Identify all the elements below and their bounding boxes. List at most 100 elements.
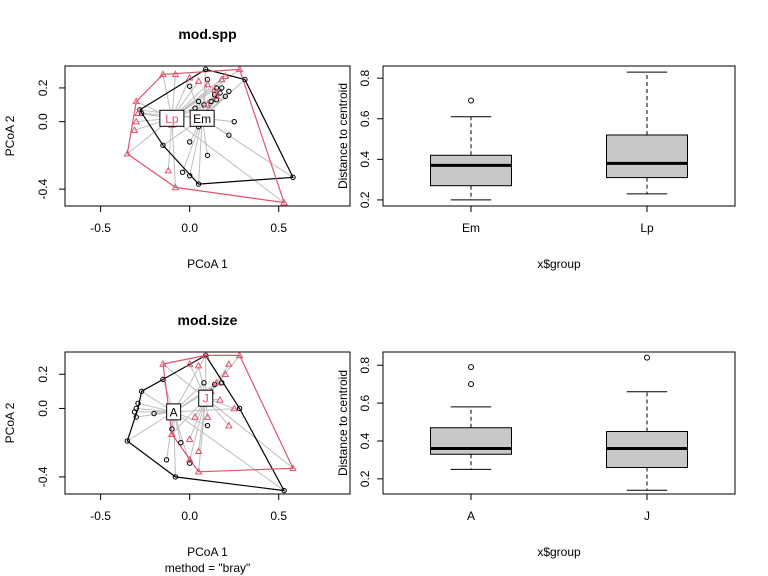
point-j [185,435,194,443]
point-em [186,172,193,179]
point-lp [235,65,244,73]
point-a [219,380,225,386]
point-j [221,370,230,377]
chart-subtitle: method = "bray" [165,561,251,575]
box-a [430,364,512,470]
point-a [160,376,166,383]
spider-line [198,398,207,452]
point-lp [134,109,142,116]
point-j [225,421,233,429]
spider-line [205,397,294,469]
y-tick-label: 0.4 [358,151,372,168]
spider-line [173,411,285,491]
point-lp [171,70,180,78]
centroid-box-lp [159,109,185,127]
panel-3: A J -0.5 0.0 0.5 0.2 0.0 -0.4 mod.size PCoA 1 PCoA… [3,312,351,575]
x-tick-label: 0.5 [270,221,287,235]
point-em [195,98,202,105]
point-lp [194,77,203,84]
point-j [194,467,203,475]
point-em [179,169,186,175]
point-lp [280,198,288,206]
y-tick-label: 0.8 [358,357,372,374]
point-em [160,142,166,148]
y-tick-label: -0.4 [36,178,50,199]
point-j [203,413,212,420]
y-tick-label: 0.6 [358,110,372,127]
iqr-box [606,134,688,179]
point-j [185,359,194,367]
centroid-label-j: J [203,392,209,406]
point-em [290,174,296,181]
iqr-box [430,154,512,187]
spider-line [182,118,203,173]
x-tick-label: 0.5 [270,509,287,523]
point-lp [164,166,173,174]
y-tick-label: 0.6 [358,394,372,411]
x-tick-label: 0.0 [181,221,198,235]
box-lp [606,71,688,195]
point-em [195,181,202,187]
point-lp [132,97,141,105]
point-j [230,404,239,412]
point-em [242,76,248,83]
point-a [163,457,170,463]
hull-j [162,354,294,473]
point-j [225,359,233,367]
y-axis-label: Distance to centroid [336,370,350,476]
point-j [191,413,199,420]
point-j [235,351,244,359]
y-tick-label: 0.2 [358,191,372,208]
x-tick-label: A [467,509,475,523]
x-tick-label: Lp [640,221,654,235]
x-axis-label: x$group [537,545,581,559]
point-j [212,378,221,386]
y-axis-label: Distance to centroid [336,83,350,189]
point-lp [185,73,194,81]
plot-frame [64,65,351,207]
point-lp [217,75,226,83]
outlier-point [644,354,650,361]
point-a [138,388,145,395]
hull-lp [126,68,285,204]
y-tick-label: 0.2 [358,470,372,487]
y-tick-label: 0.2 [36,366,50,383]
point-a [201,380,207,386]
x-tick-label: Em [462,221,480,235]
box-em [430,97,512,201]
point-lp [210,85,219,93]
point-em [203,66,209,73]
point-em [186,139,193,145]
point-a [172,474,179,480]
point-em [219,85,225,91]
point-em [217,90,223,96]
point-a [131,409,138,415]
point-em [226,88,232,95]
point-em [208,98,214,105]
y-axis-label: PCoA 2 [3,115,17,156]
panel-1: Em Lp -0.5 0.0 0.5 0.2 0.0 -0.4 mod.spp PCoA 1 PCo… [3,26,351,271]
centroid-box-j [198,389,214,407]
panel-2: Em Lp 0.2 0.4 0.6 0.8 x$group Distance to centr… [336,65,736,271]
y-tick-label: 0.4 [358,432,372,449]
point-lp [212,92,221,100]
iqr-box [430,427,512,455]
plot-frame [64,351,351,495]
chart-title: mod.spp [178,26,236,42]
y-tick-label: 0.8 [358,70,372,87]
y-tick-label: 0.0 [36,400,50,417]
spider-line [127,411,174,442]
point-lp [203,80,212,88]
point-lp [159,70,167,78]
point-j [194,361,203,369]
point-j [201,351,210,359]
point-j [194,447,203,454]
centroid-label-em: Em [193,112,211,126]
point-a [151,410,157,417]
point-lp [171,183,180,191]
point-em [204,152,211,159]
spider-line [198,118,203,185]
point-a [124,438,131,444]
y-tick-label: 0.0 [36,113,50,130]
